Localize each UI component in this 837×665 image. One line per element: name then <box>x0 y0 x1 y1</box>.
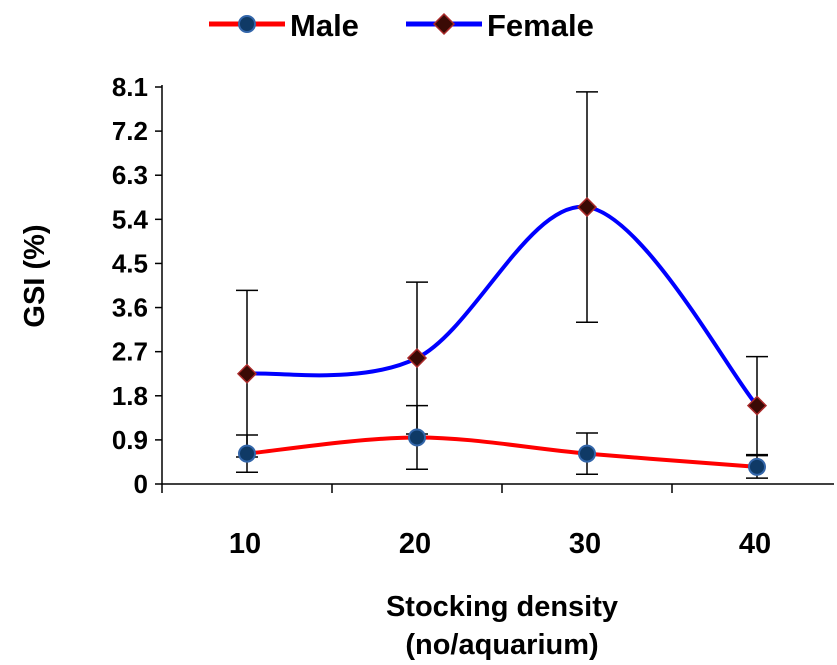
x-tick-label: 20 <box>399 528 431 560</box>
legend-male-label: Male <box>290 8 359 43</box>
x-axis-ticks: 10 20 30 40 <box>161 484 771 560</box>
data-point-female <box>576 197 598 218</box>
legend-female-marker <box>432 12 456 36</box>
series-female-line <box>246 205 759 407</box>
x-tick-label: 30 <box>569 528 601 560</box>
x-axis: 10 20 30 40 <box>161 483 834 560</box>
legend-female-label: Female <box>487 8 594 43</box>
y-tick-label: 6.3 <box>112 160 148 190</box>
y-tick-label: 1.8 <box>112 381 148 411</box>
y-tick-label: 0 <box>134 469 148 499</box>
y-tick-label: 5.4 <box>112 204 149 234</box>
data-point-male <box>238 444 256 463</box>
legend-item-male: Male <box>209 8 359 43</box>
legend-male-marker <box>238 15 256 33</box>
plot-area <box>236 91 768 479</box>
data-point-female <box>236 363 258 384</box>
y-tick-label: 2.7 <box>112 337 148 367</box>
y-tick-label: 0.9 <box>112 425 148 455</box>
data-point-male <box>578 444 596 463</box>
y-axis: 0 0.9 1.8 2.7 3.6 4.5 5.4 6.3 7.2 8.1 <box>112 72 163 499</box>
legend-item-female: Female <box>406 8 594 43</box>
x-axis-title-line1: Stocking density <box>386 591 618 623</box>
y-tick-label: 3.6 <box>112 293 148 323</box>
y-axis-title: GSI (%) <box>19 224 51 327</box>
series-male-line <box>246 435 758 469</box>
legend: Male Female <box>209 8 594 43</box>
x-axis-title-line2: (no/aquarium) <box>405 629 598 661</box>
data-point-male <box>748 457 766 476</box>
x-tick-label: 10 <box>229 528 261 560</box>
y-tick-label: 8.1 <box>112 72 148 102</box>
y-tick-label: 4.5 <box>112 248 148 278</box>
data-point-female <box>406 347 428 369</box>
y-axis-ticks: 0 0.9 1.8 2.7 3.6 4.5 5.4 6.3 7.2 8.1 <box>112 72 162 499</box>
data-point-male <box>408 428 426 447</box>
y-tick-label: 7.2 <box>112 116 148 146</box>
data-point-female <box>746 395 768 416</box>
x-tick-label: 40 <box>739 528 771 560</box>
